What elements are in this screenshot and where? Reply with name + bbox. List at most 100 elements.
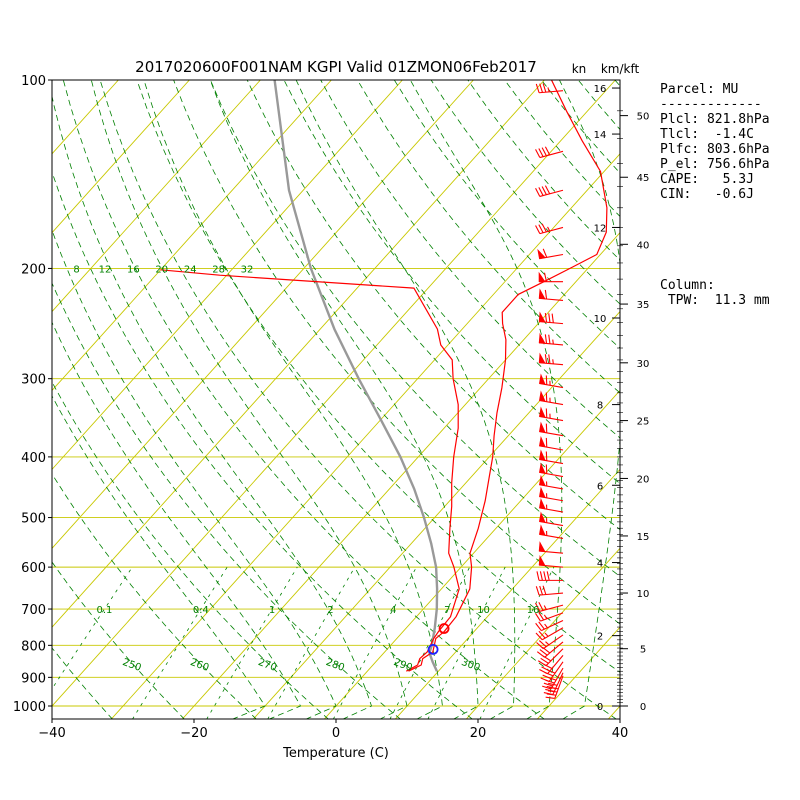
wind-barb <box>539 373 564 389</box>
wind-barb <box>539 511 564 527</box>
moist-adiabat-line <box>143 80 443 719</box>
km-tick-label: 12 <box>594 223 607 234</box>
wind-barb-staff <box>541 627 564 641</box>
isotherm-line <box>110 153 620 719</box>
wind-barb-flag <box>537 248 546 260</box>
grid-layer <box>0 80 620 719</box>
wind-barb-full <box>546 693 557 696</box>
wind-barb <box>535 602 564 612</box>
adiabat-label-top: 32 <box>241 264 254 275</box>
wind-barb <box>538 311 564 325</box>
kft-tick-label: 20 <box>637 474 650 485</box>
temperature-tick-label: −40 <box>38 726 65 741</box>
wind-barb-staff <box>539 592 564 596</box>
wind-barb-flag <box>539 524 546 536</box>
x-axis-label: Temperature (C) <box>282 746 389 761</box>
mixing-ratio-line <box>132 566 228 719</box>
mixing-ratio-label: 4 <box>390 605 396 616</box>
moist-adiabat-line <box>52 229 337 719</box>
mixing-ratio-label: 10 <box>477 605 490 616</box>
adiabat-label-top: 24 <box>184 264 197 275</box>
wind-barb-flag <box>539 474 546 487</box>
pressure-tick-label: 1000 <box>13 700 46 715</box>
kft-tick-label: 35 <box>637 300 650 311</box>
wind-barb <box>539 498 564 513</box>
wind-barb-full <box>548 354 551 364</box>
wind-barb-full <box>542 83 547 93</box>
marker-lcl <box>427 643 439 655</box>
isotherm-line <box>52 80 616 707</box>
moist-adiabat-line <box>52 94 372 719</box>
wind-barb-half <box>547 87 550 93</box>
wind-barb-staff <box>548 661 564 682</box>
dry-adiabat-line <box>0 80 41 719</box>
wind-barb-staff <box>539 226 564 235</box>
kft-tick-label: 30 <box>637 359 650 370</box>
wind-barb-full <box>545 679 555 684</box>
wind-barb-staff <box>547 654 564 675</box>
wind-barb-flag <box>539 486 546 499</box>
parcel-trace <box>273 80 439 672</box>
wind-barb-full <box>535 586 540 596</box>
moist-adiabat-line <box>90 80 408 719</box>
wind-barb <box>538 288 564 302</box>
wind-barb-full <box>541 147 547 157</box>
dry-adiabat-line <box>357 80 620 394</box>
wind-barb-flag <box>539 435 546 448</box>
wind-barb-flag <box>538 288 546 300</box>
wind-barb-full <box>538 148 544 157</box>
pressure-tick-label: 500 <box>21 512 46 527</box>
wind-barb-staff <box>544 641 564 658</box>
isotherm-line <box>52 80 474 549</box>
wind-barb-full <box>542 248 548 258</box>
wind-barb <box>535 619 564 632</box>
wind-barb-full <box>540 657 549 664</box>
wind-barb-full <box>536 642 544 650</box>
wind-barb <box>539 449 564 465</box>
pressure-tick-label: 900 <box>21 671 46 686</box>
wind-barb-full <box>543 663 553 670</box>
wind-barb <box>539 462 564 478</box>
kft-tick-label: 50 <box>637 112 650 123</box>
wind-barb-half <box>552 359 554 364</box>
wind-barb <box>539 486 564 502</box>
wind-barb <box>535 611 564 622</box>
wind-barb-half <box>543 605 547 610</box>
wind-barb-full <box>542 655 552 662</box>
wind-barb <box>545 675 564 699</box>
wind-barb <box>535 185 564 197</box>
isotherm-line <box>52 80 545 628</box>
wind-barb <box>538 332 564 346</box>
wind-barb-half <box>552 339 554 345</box>
wind-barb <box>538 271 563 283</box>
pressure-tick-label: 600 <box>21 561 46 576</box>
wind-barb-full <box>551 313 554 323</box>
dry-adiabat-line <box>210 80 620 577</box>
kft-tick-label: 10 <box>637 589 650 600</box>
mixing-ratio-line <box>52 566 133 690</box>
isotherm-line <box>323 389 620 719</box>
theta-label: 300 <box>460 657 482 674</box>
wind-barb-half <box>544 632 549 637</box>
wind-barb-full <box>539 649 548 656</box>
adiabat-label-top: 12 <box>99 264 112 275</box>
kft-tick-label: 15 <box>637 532 650 543</box>
wind-barb-flag <box>538 271 546 283</box>
mixing-ratio-line <box>267 566 356 719</box>
dry-adiabat-line <box>52 282 401 719</box>
theta-label: 260 <box>189 657 211 674</box>
wind-barb-full <box>538 224 544 234</box>
wind-barb-flag <box>538 352 546 364</box>
pressure-tick-label: 700 <box>21 603 46 618</box>
wind-barb <box>535 223 564 235</box>
wind-barb-full <box>544 289 548 300</box>
km-tick-label: 8 <box>597 401 603 412</box>
wind-barb-full <box>544 185 551 195</box>
wind-barb-full <box>535 188 541 197</box>
wind-barb-full <box>535 149 541 158</box>
wind-barb-full <box>545 696 555 699</box>
kft-tick-label: 40 <box>637 240 650 251</box>
wind-barb-full <box>535 225 541 234</box>
wind-barb <box>542 667 564 690</box>
wind-barb-full <box>542 585 547 595</box>
